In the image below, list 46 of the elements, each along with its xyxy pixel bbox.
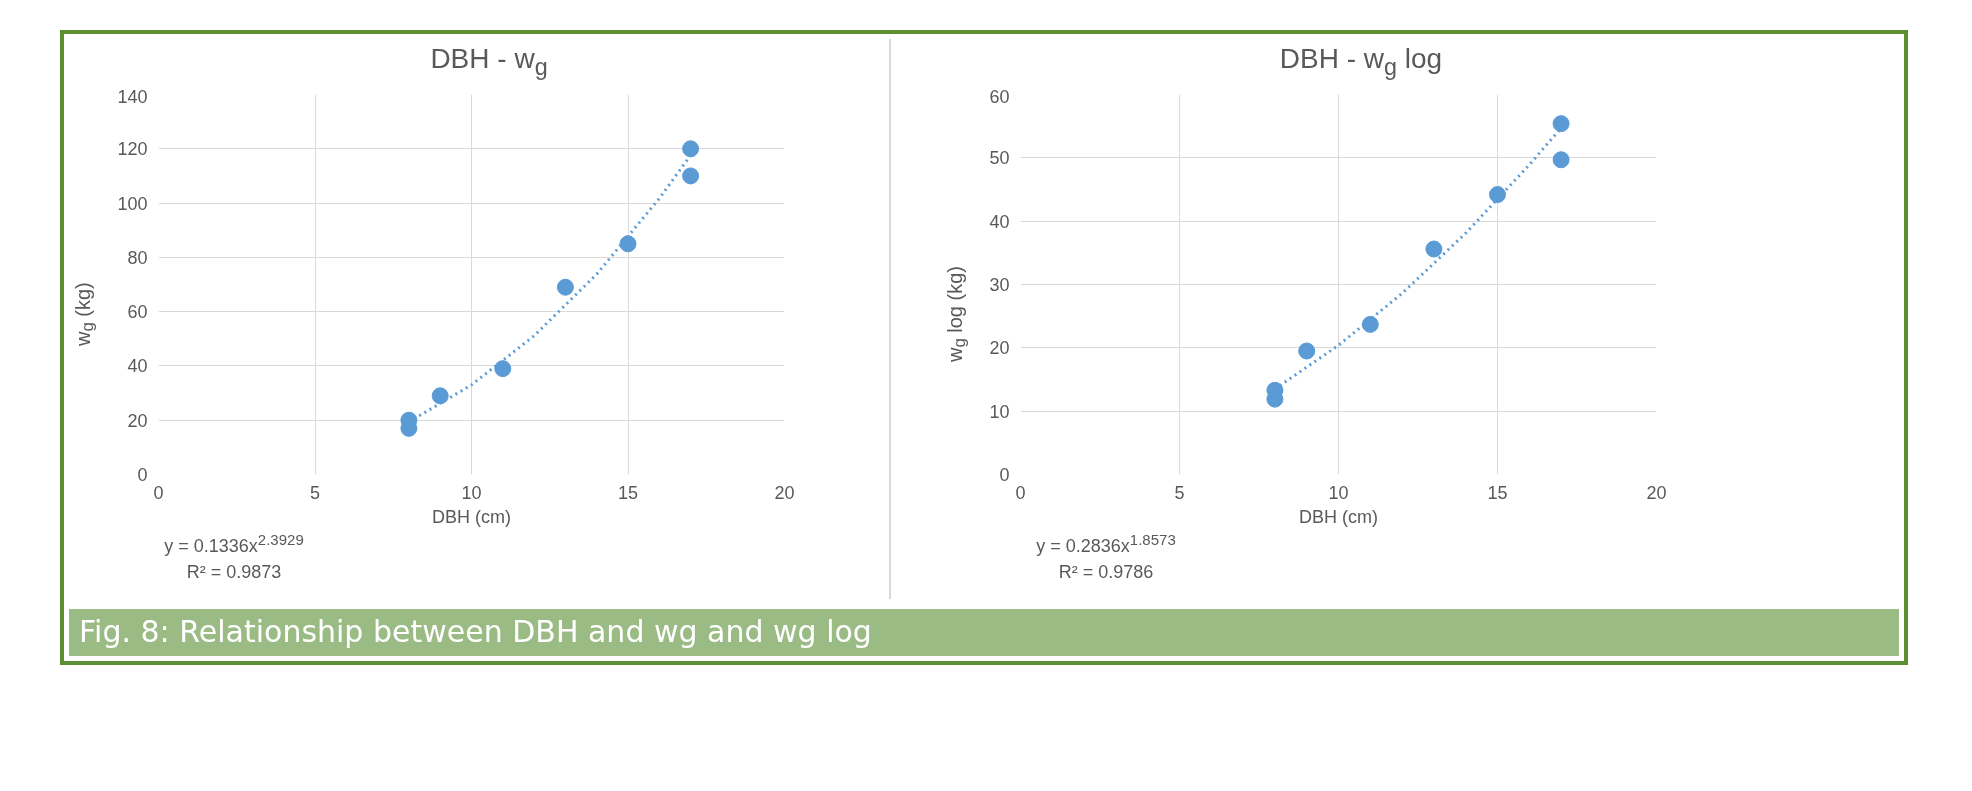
y-tick-label: 30 xyxy=(989,274,1010,295)
text: R² = 0.9873 xyxy=(186,561,282,582)
point xyxy=(1552,115,1570,133)
y-tick-label: 10 xyxy=(989,401,1010,422)
point xyxy=(1552,151,1570,169)
text: y = 0.1336x$^{2.3929}$ xyxy=(164,530,304,556)
y-tick-label: 20 xyxy=(127,410,148,431)
y-tick-label: 0 xyxy=(137,464,148,485)
y-tick-label: 100 xyxy=(117,193,148,214)
y-tick-label: 60 xyxy=(989,86,1010,107)
y-tick-label: 20 xyxy=(989,338,1010,359)
point xyxy=(1298,342,1316,360)
x-tick-label: 15 xyxy=(617,482,639,503)
x-axis-title: DBH (cm) xyxy=(1299,506,1379,527)
point xyxy=(619,235,637,253)
x-tick-label: 0 xyxy=(153,482,164,503)
y-tick-label: 40 xyxy=(127,356,148,377)
x-axis-title: DBH (cm) xyxy=(432,506,512,527)
x-tick-label: 10 xyxy=(461,482,482,503)
x-tick-label: 20 xyxy=(1646,482,1667,503)
text: R² = 0.9786 xyxy=(1058,561,1154,582)
point xyxy=(1489,185,1506,203)
point xyxy=(682,140,700,158)
x-tick-label: 15 xyxy=(1487,482,1508,503)
y-tick-label: 120 xyxy=(117,139,148,160)
text: y = 0.2836x$^{1.8573}$ xyxy=(1036,530,1176,556)
x-tick-label: 0 xyxy=(1015,482,1026,503)
point xyxy=(431,387,449,405)
x-tick-label: 20 xyxy=(774,482,795,503)
y-tick-label: 40 xyxy=(989,211,1010,232)
point xyxy=(682,167,700,185)
x-tick-label: 10 xyxy=(1328,482,1349,503)
chart-title: DBH - w$_{g}$ xyxy=(430,42,548,82)
point xyxy=(1425,240,1443,258)
point xyxy=(556,278,574,296)
caption: Fig. 8: Relationship between DBH and wg and wg log xyxy=(79,613,872,651)
y-tick-label: 60 xyxy=(127,302,148,323)
x-tick-label: 5 xyxy=(309,482,321,503)
point xyxy=(494,360,512,378)
y-tick-label: 140 xyxy=(117,86,148,107)
y-tick-label: 80 xyxy=(127,247,148,268)
x-tick-label: 5 xyxy=(1174,482,1185,503)
y-tick-label: 50 xyxy=(989,148,1010,169)
chart-title: DBH - w$_{g}$ log xyxy=(1279,42,1443,82)
point xyxy=(1361,315,1379,333)
y-tick-label: 0 xyxy=(999,464,1010,485)
